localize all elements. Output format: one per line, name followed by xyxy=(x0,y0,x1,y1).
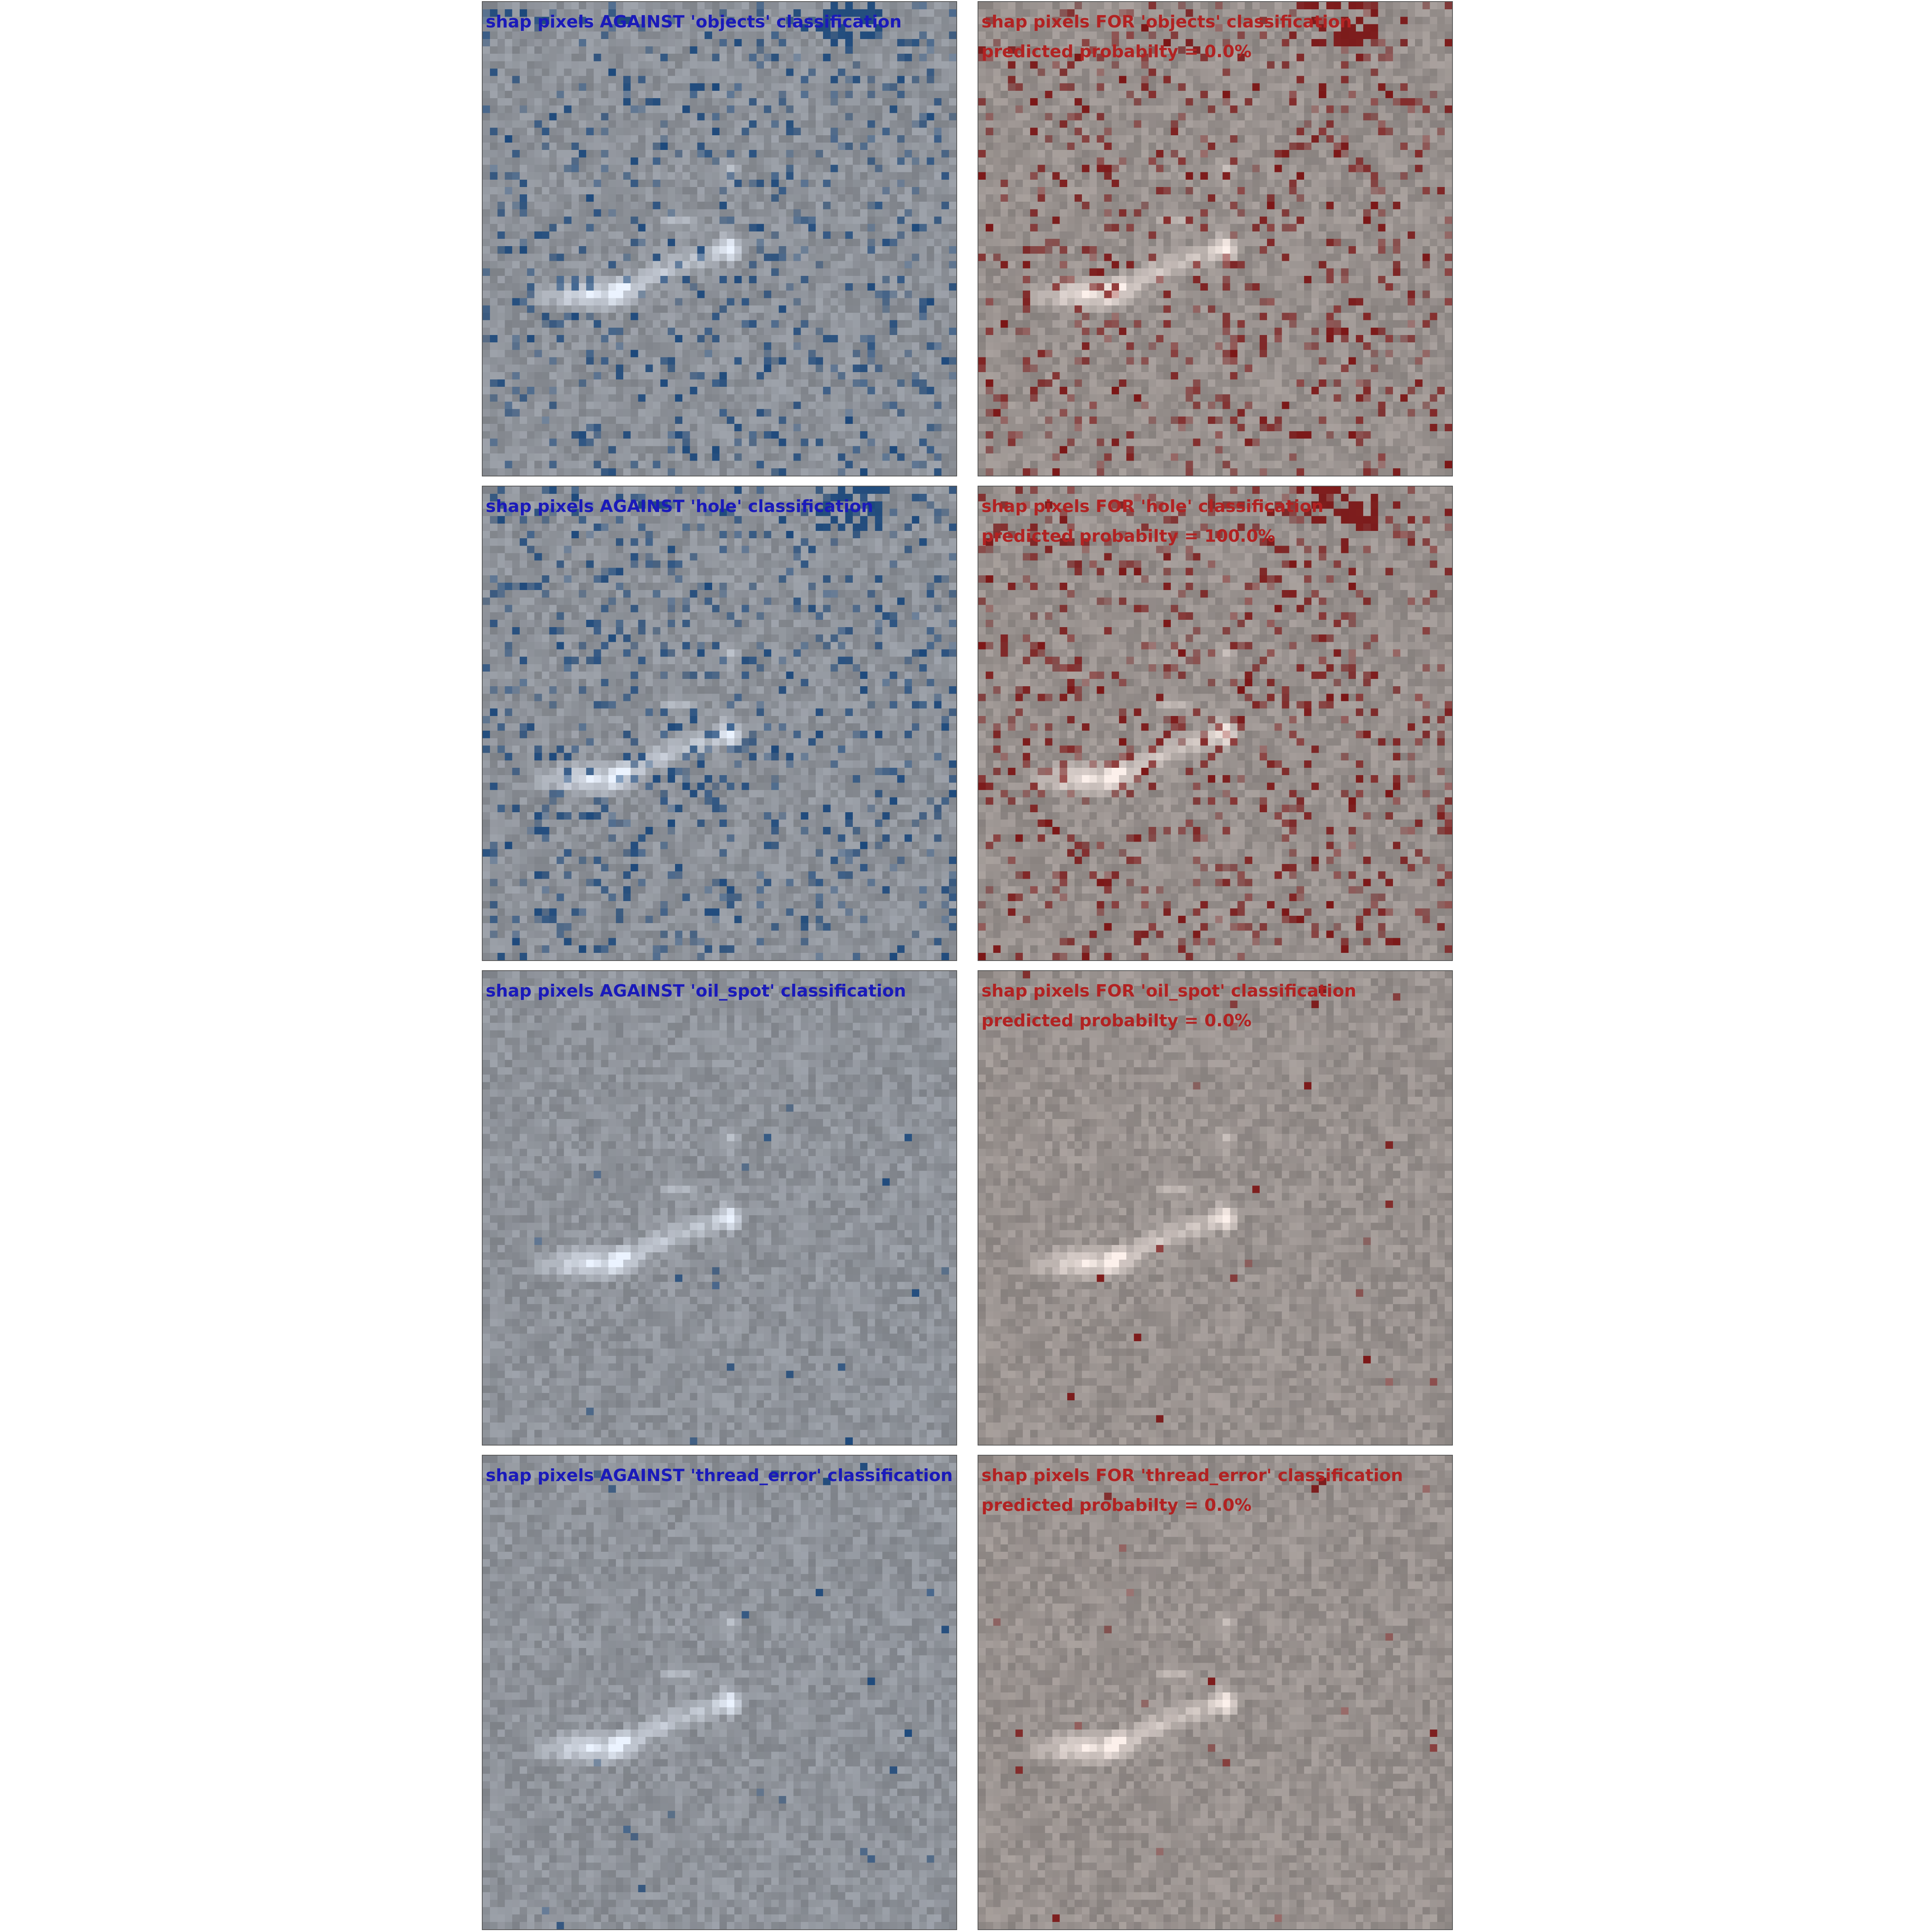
shap-heatmap-against-hole xyxy=(483,486,956,960)
shap-panel-against-oil-spot: shap pixels AGAINST 'oil_spot' classific… xyxy=(482,970,957,1446)
shap-heatmap-for-hole xyxy=(978,486,1452,960)
shap-panel-against-objects: shap pixels AGAINST 'objects' classifica… xyxy=(482,1,957,476)
caption-for-thread-error: shap pixels FOR 'thread_error' classific… xyxy=(981,1467,1403,1484)
shap-heatmap-for-oil-spot xyxy=(978,971,1452,1445)
shap-panel-for-oil-spot: shap pixels FOR 'oil_spot' classificatio… xyxy=(978,970,1453,1446)
caption-against-hole: shap pixels AGAINST 'hole' classificatio… xyxy=(486,498,873,515)
shap-heatmap-against-thread-error xyxy=(483,1456,956,1929)
shap-panel-for-hole: shap pixels FOR 'hole' classification pr… xyxy=(978,486,1453,961)
caption-for-objects: shap pixels FOR 'objects' classification xyxy=(981,14,1352,31)
probability-objects: predicted probabilty = 0.0% xyxy=(981,43,1252,60)
caption-for-oil-spot: shap pixels FOR 'oil_spot' classificatio… xyxy=(981,983,1356,1000)
shap-panel-for-objects: shap pixels FOR 'objects' classification… xyxy=(978,1,1453,476)
probability-thread-error: predicted probabilty = 0.0% xyxy=(981,1497,1252,1514)
shap-heatmap-against-oil-spot xyxy=(483,971,956,1445)
caption-against-oil-spot: shap pixels AGAINST 'oil_spot' classific… xyxy=(486,983,906,1000)
shap-panel-against-hole: shap pixels AGAINST 'hole' classificatio… xyxy=(482,486,957,961)
shap-panel-for-thread-error: shap pixels FOR 'thread_error' classific… xyxy=(978,1455,1453,1930)
caption-against-objects: shap pixels AGAINST 'objects' classifica… xyxy=(486,14,901,31)
probability-hole: predicted probabilty = 100.0% xyxy=(981,528,1275,545)
shap-panel-against-thread-error: shap pixels AGAINST 'thread_error' class… xyxy=(482,1455,957,1930)
shap-heatmap-for-objects xyxy=(978,2,1452,476)
caption-for-hole: shap pixels FOR 'hole' classification xyxy=(981,498,1323,515)
probability-oil-spot: predicted probabilty = 0.0% xyxy=(981,1012,1252,1029)
shap-heatmap-for-thread-error xyxy=(978,1456,1452,1929)
caption-against-thread-error: shap pixels AGAINST 'thread_error' class… xyxy=(486,1467,953,1484)
shap-heatmap-against-objects xyxy=(483,2,956,476)
